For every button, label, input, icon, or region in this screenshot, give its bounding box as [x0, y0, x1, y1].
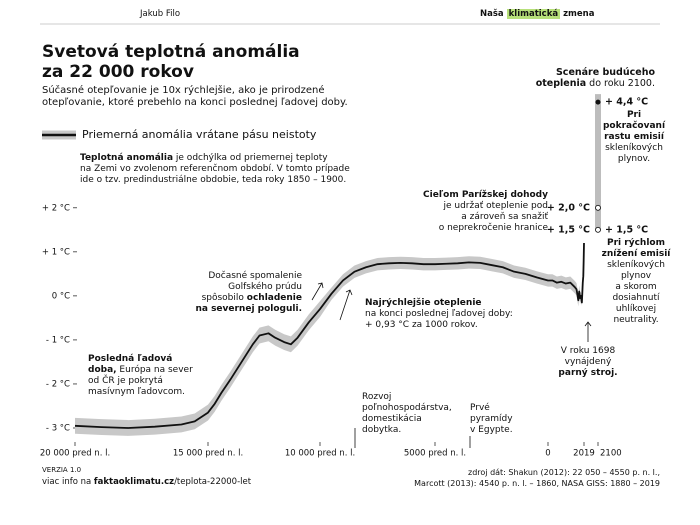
y-tick-label: + 1 °C [42, 247, 70, 257]
annotation: Prvé pyramídy v Egypte. [470, 403, 513, 436]
annotation-bold: Teplotná anomália [80, 153, 174, 163]
target-label: + 1,5 °C [547, 224, 590, 235]
arrow [311, 282, 324, 301]
annotation-bold: parný stroj. [558, 368, 618, 378]
x-tick-label: 15 000 pred n. l. [173, 449, 243, 459]
annotation-text: na konci poslednej ľadovej doby: + 0,93 … [365, 309, 513, 330]
x-tick-label: 2100 [600, 449, 622, 459]
annotation-text: skleníkových plynov. [605, 143, 663, 164]
annotation: Pri pokračovaní rastu emisií skleníkovýc… [598, 110, 670, 165]
annotation-text: je odchýlka od priemernej teploty na Zem… [80, 153, 350, 185]
brand-part: Naša [480, 9, 504, 19]
annotation-bold: ochladenie na severnej pologuli. [195, 293, 302, 314]
author: Jakub Filo [140, 9, 181, 19]
arrow [584, 321, 592, 342]
target-label: + 2,0 °C [547, 202, 590, 213]
annotation: Cieľom Parížskej dohody je udržať oteple… [423, 190, 548, 234]
y-tick-label: - 2 °C [46, 379, 70, 389]
brand-highlight: klimatická [506, 9, 561, 19]
brand-part: zmena [563, 9, 595, 19]
annotation: Teplotná anomália je odchýlka od priemer… [80, 153, 350, 186]
target-dot [595, 226, 601, 233]
scenario-bar [595, 94, 601, 230]
annotation: Rozvoj poľnohospodárstva, domestikácia d… [362, 392, 452, 436]
annotation-text: Európa na sever od ČR je pokrytá masívny… [88, 365, 193, 397]
x-tick-label: 2019 [573, 449, 595, 459]
info-text: /teplota-22000-let [174, 477, 252, 487]
x-tick-label: 0 [545, 449, 550, 459]
line [74, 243, 585, 429]
info-link: faktaoklimatu.cz [93, 477, 175, 487]
annotation: Najrýchlejšie oteplenie na konci posledn… [365, 298, 513, 331]
annotation-text: V roku 1698 vynájdený [560, 346, 616, 367]
arrow [339, 289, 353, 321]
annotation-bold: Najrýchlejšie oteplenie [365, 298, 482, 308]
y-tick-label: - 3 °C [46, 423, 70, 433]
chart-title: Svetová teplotná anomália za 22 000 roko… [42, 42, 300, 82]
x-tick-label: 20 000 pred n. l. [40, 449, 110, 459]
scenario-label: + 1,5 °C [605, 224, 648, 235]
scenario-label: + 4,4 °C [605, 97, 648, 108]
annotation-text: Prvé pyramídy v Egypte. [470, 403, 513, 435]
annotation-bold: Posledná ľadová doba, [88, 354, 173, 375]
annotation-text: Rozvoj poľnohospodárstva, domestikácia d… [362, 392, 452, 435]
annotation: Dočasné spomalenie Golfského prúdu spôso… [195, 271, 302, 315]
scenario-dot [595, 99, 601, 105]
annotation-bold: Pri pokračovaní rastu emisií [602, 110, 666, 142]
annotation: Posledná ľadová doba, Európa na sever od… [88, 354, 193, 398]
annotation: Scenáre budúceho oteplenia do roku 2100. [536, 67, 655, 89]
info: viac info na faktaoklimatu.cz/teplota-22… [42, 477, 251, 488]
annotation-text: je udržať oteplenie pod a zároveň sa sna… [438, 201, 548, 233]
legend-label: Priemerná anomália vrátane pásu neistoty [82, 128, 317, 141]
annotation: Pri rýchlom znížení emisií skleníkových … [598, 238, 674, 326]
annotation-text: do roku 2100. [586, 78, 655, 89]
brand: Naša klimatická zmena [480, 9, 594, 20]
info-text: viac info na [42, 477, 94, 487]
annotation-text: Dočasné spomalenie Golfského prúdu spôso… [201, 271, 302, 303]
target-dot [595, 204, 601, 211]
annotation-bold: Pri rýchlom znížení emisií [601, 238, 671, 259]
x-tick-label: 10 000 pred n. l. [285, 449, 355, 459]
annotation-text: skleníkových plynov a skorom dosiahnutí … [607, 260, 665, 325]
y-tick-label: + 2 °C [42, 203, 70, 213]
annotation-bold: Cieľom Parížskej dohody [423, 190, 548, 200]
x-tick-label: 5000 pred n. l. [404, 449, 466, 459]
y-tick-label: 0 °C [52, 291, 70, 301]
chart-subtitle: Súčasné otepľovanie je 10x rýchlejšie, a… [42, 85, 348, 108]
annotation: V roku 1698 vynájdený parný stroj. [546, 346, 630, 379]
version: VERZIA 1.0 [42, 466, 82, 474]
annotation-bold: Scenáre budúceho oteplenia [535, 67, 655, 89]
y-tick-label: - 1 °C [46, 335, 70, 345]
source: zdroj dát: Shakun (2012): 22 050 – 4550 … [414, 468, 660, 488]
